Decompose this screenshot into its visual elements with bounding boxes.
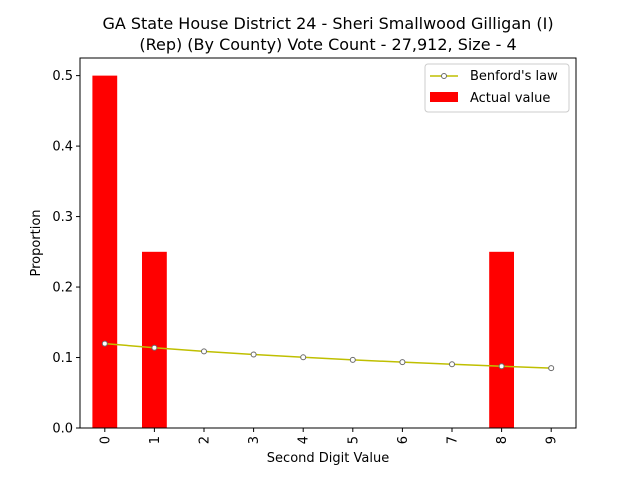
benford-point-3: [250, 351, 257, 358]
legend: Benford's law Actual value: [424, 63, 570, 113]
bar-digit-8: [489, 251, 514, 428]
x-tick-label: 3: [247, 436, 262, 444]
chart-title-line-2: (Rep) (By County) Vote Count - 27,912, S…: [139, 35, 516, 54]
benford-point-8: [498, 363, 505, 370]
y-tick-label: 0.0: [52, 422, 73, 437]
benford-point-4: [300, 354, 307, 361]
x-tick-label: 5: [346, 436, 361, 444]
benford-point-5: [349, 356, 356, 363]
legend-benford-label: Benford's law: [470, 69, 558, 84]
x-tick-label: 4: [297, 436, 312, 444]
x-tick-label: 6: [396, 436, 411, 444]
y-axis-label: Proportion: [29, 209, 44, 276]
bars-group: [92, 75, 514, 428]
y-tick-label: 0.2: [52, 281, 73, 296]
x-tick-label: 9: [545, 436, 560, 444]
x-tick-label: 1: [148, 436, 163, 444]
bar-digit-1: [142, 251, 167, 428]
x-tick-label: 2: [198, 436, 213, 444]
x-tick-label: 0: [98, 436, 113, 444]
x-axis: 0 1 2 3 4 5 6 7 8 9: [98, 428, 560, 444]
x-tick-label: 8: [495, 436, 510, 444]
x-axis-label: Second Digit Value: [267, 451, 389, 466]
benford-point-9: [548, 365, 555, 372]
benford-line-group: [101, 340, 555, 372]
x-tick-label: 7: [446, 436, 461, 444]
chart-title-line-1: GA State House District 24 - Sheri Small…: [102, 14, 553, 33]
benford-line: [104, 342, 552, 369]
y-tick-label: 0.5: [52, 69, 73, 84]
bar-digit-0: [92, 75, 118, 428]
benford-point-2: [201, 348, 207, 355]
y-tick-label: 0.1: [52, 351, 73, 366]
legend-actual-label: Actual value: [470, 91, 550, 106]
plot-frame: [79, 57, 577, 429]
legend-benford-marker: [441, 73, 447, 79]
legend-actual-swatch: [430, 92, 458, 102]
legend-box: [424, 63, 570, 113]
y-axis: 0.0 0.1 0.2 0.3 0.4 0.5: [52, 69, 80, 437]
y-tick-label: 0.4: [52, 140, 73, 155]
benford-point-1: [151, 344, 158, 351]
benford-point-7: [449, 361, 455, 368]
y-tick-label: 0.3: [52, 210, 73, 225]
benford-point-6: [399, 359, 406, 366]
benford-point-0: [101, 340, 108, 347]
